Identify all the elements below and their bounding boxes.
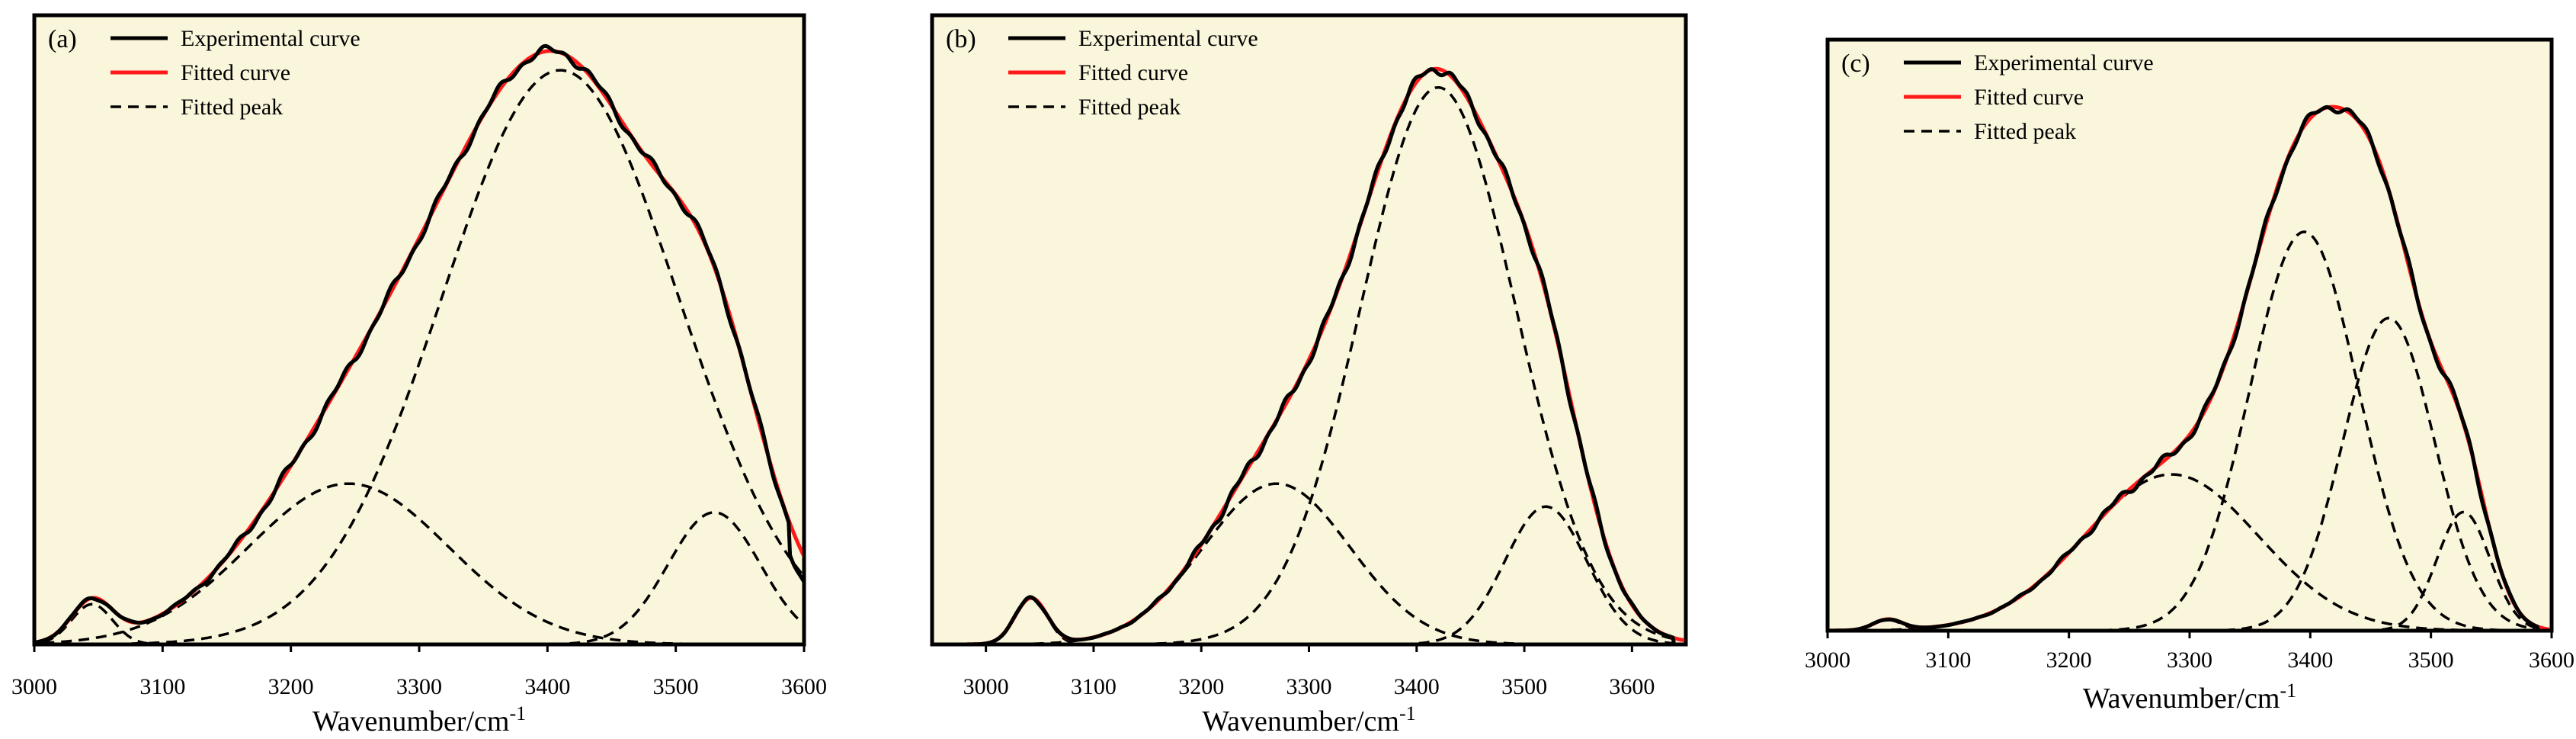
x-tick-label: 3400 bbox=[524, 674, 570, 699]
panel-label: (b) bbox=[946, 25, 976, 53]
x-tick-label: 3200 bbox=[1178, 674, 1224, 699]
fitted-peak-3 bbox=[546, 511, 803, 643]
x-tick-label: 3600 bbox=[781, 674, 827, 699]
x-tick-label: 3500 bbox=[653, 674, 699, 699]
experimental-curve bbox=[934, 67, 1684, 643]
legend-fitted-curve: Fitted curve bbox=[181, 60, 290, 85]
legend-fitted-curve: Fitted curve bbox=[1078, 60, 1188, 85]
fitted-peak-3 bbox=[2212, 316, 2550, 629]
plot-series bbox=[934, 66, 1684, 643]
x-tick-label: 3300 bbox=[1286, 674, 1332, 699]
fitted-peak-2 bbox=[87, 69, 803, 643]
x-tick-label: 3100 bbox=[1925, 647, 1971, 673]
plot-series bbox=[1829, 104, 2550, 629]
legend-experimental-curve: Experimental curve bbox=[1974, 50, 2154, 76]
x-axis-label: Wavenumber/cm-1 bbox=[1202, 702, 1415, 737]
x-tick-label: 3600 bbox=[1609, 674, 1655, 699]
chart-panel-3: 3000 3100 3200 3300 3400 3500 3600 Wavenumber/c… bbox=[1805, 37, 2574, 715]
x-tick-label: 3000 bbox=[963, 674, 1009, 699]
fitted-peak-1 bbox=[1008, 482, 1546, 643]
legend-experimental-curve: Experimental curve bbox=[181, 26, 360, 51]
experimental-curve bbox=[1829, 104, 2550, 629]
panel-label: (a) bbox=[48, 25, 77, 53]
x-axis-label-superscript: -1 bbox=[1399, 702, 1416, 725]
x-tick-label: 3400 bbox=[1394, 674, 1440, 699]
legend-fitted-peak: Fitted peak bbox=[1974, 119, 2076, 144]
x-tick-label: 3500 bbox=[2408, 647, 2454, 673]
x-axis-label: Wavenumber/cm-1 bbox=[2083, 680, 2296, 715]
chart-panel-2: 3000 3100 3200 3300 3400 3500 3600 Wavenumber/c… bbox=[930, 13, 1688, 737]
x-tick-label: 3000 bbox=[11, 674, 57, 699]
chart-panel-1: 3000 3100 3200 3300 3400 3500 3600 Wavenumber/c… bbox=[11, 13, 827, 737]
legend-fitted-peak: Fitted peak bbox=[1078, 95, 1181, 120]
x-axis-label-superscript: -1 bbox=[2280, 680, 2296, 702]
x-tick-label: 3000 bbox=[1805, 647, 1850, 673]
legend-fitted-peak: Fitted peak bbox=[181, 95, 283, 120]
x-tick-label: 3600 bbox=[2529, 647, 2574, 673]
plot-area bbox=[32, 13, 806, 647]
x-tick-label: 3300 bbox=[396, 674, 442, 699]
plot-area bbox=[930, 13, 1688, 647]
x-tick-label: 3400 bbox=[2287, 647, 2333, 673]
x-tick-label: 3100 bbox=[1071, 674, 1117, 699]
fitted-peak-4 bbox=[2367, 510, 2550, 629]
plot-series bbox=[36, 43, 803, 643]
panel-label: (c) bbox=[1841, 50, 1870, 78]
plot-area bbox=[1825, 37, 2554, 633]
legend-fitted-curve: Fitted curve bbox=[1974, 85, 2084, 110]
x-axis-label-superscript: -1 bbox=[509, 702, 526, 725]
x-axis-label: Wavenumber/cm-1 bbox=[312, 702, 526, 737]
x-tick-label: 3300 bbox=[2167, 647, 2212, 673]
x-tick-label: 3500 bbox=[1501, 674, 1547, 699]
x-tick-label: 3200 bbox=[268, 674, 314, 699]
fitted-peak-2 bbox=[2092, 230, 2517, 629]
x-tick-label: 3100 bbox=[139, 674, 185, 699]
experimental-curve bbox=[36, 43, 803, 643]
x-tick-label: 3200 bbox=[2046, 647, 2092, 673]
legend-experimental-curve: Experimental curve bbox=[1078, 26, 1258, 51]
